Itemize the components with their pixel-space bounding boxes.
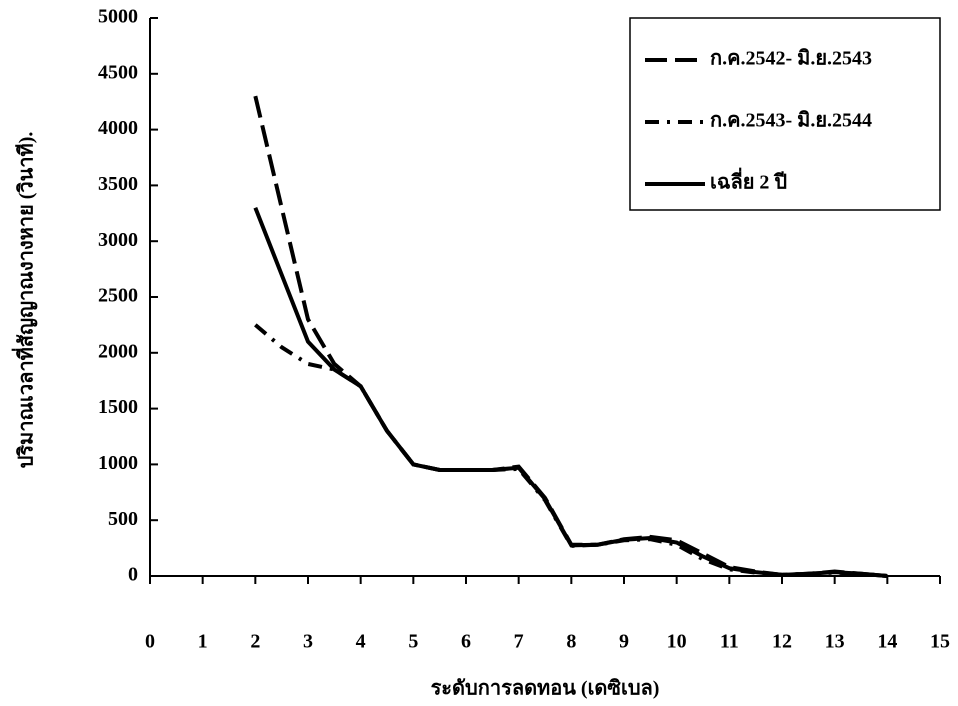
x-tick-label: 0 — [145, 631, 155, 653]
x-tick-label: 9 — [619, 631, 629, 653]
x-tick-label: 15 — [930, 631, 950, 653]
legend-box — [629, 17, 941, 211]
y-tick-label: 5000 — [98, 6, 138, 28]
x-tick-label: 6 — [461, 631, 471, 653]
y-tick-label: 4500 — [98, 61, 138, 83]
y-tick-label: 1500 — [98, 396, 138, 418]
x-tick-label: 13 — [825, 631, 845, 653]
series-line — [253, 206, 888, 578]
x-tick-label: 10 — [667, 631, 687, 653]
y-tick-label: 500 — [108, 508, 138, 530]
y-tick-label: 2500 — [98, 285, 138, 307]
y-tick-label: 0 — [128, 564, 138, 586]
y-tick-label: 2000 — [98, 340, 138, 362]
x-axis-title: ระดับการลดทอน (เดซิเบล) — [431, 678, 660, 700]
y-tick-label: 4000 — [98, 117, 138, 139]
x-tick-label: 8 — [566, 631, 576, 653]
x-tick-label: 4 — [356, 631, 366, 653]
x-tick-label: 2 — [250, 631, 260, 653]
x-tick-label: 12 — [772, 631, 792, 653]
y-tick-label: 3500 — [98, 173, 138, 195]
x-tick-label: 7 — [514, 631, 524, 653]
legend-label: เฉลี่ย 2 ปี — [710, 167, 787, 194]
x-tick-label: 11 — [720, 631, 739, 653]
legend-label: ก.ค.2543- มิ.ย.2544 — [710, 110, 872, 132]
y-tick-label: 1000 — [98, 452, 138, 474]
y-axis-title: ปริมาณเวลาที่สัญญาณงางหาย (วินาที). — [11, 132, 38, 469]
x-tick-label: 5 — [408, 631, 418, 653]
legend-label: ก.ค.2542- มิ.ย.2543 — [710, 48, 872, 70]
y-tick-label: 3000 — [98, 229, 138, 251]
series-line — [254, 323, 888, 578]
x-tick-label: 1 — [198, 631, 208, 653]
x-tick-label: 3 — [303, 631, 313, 653]
x-tick-label: 14 — [877, 631, 897, 653]
